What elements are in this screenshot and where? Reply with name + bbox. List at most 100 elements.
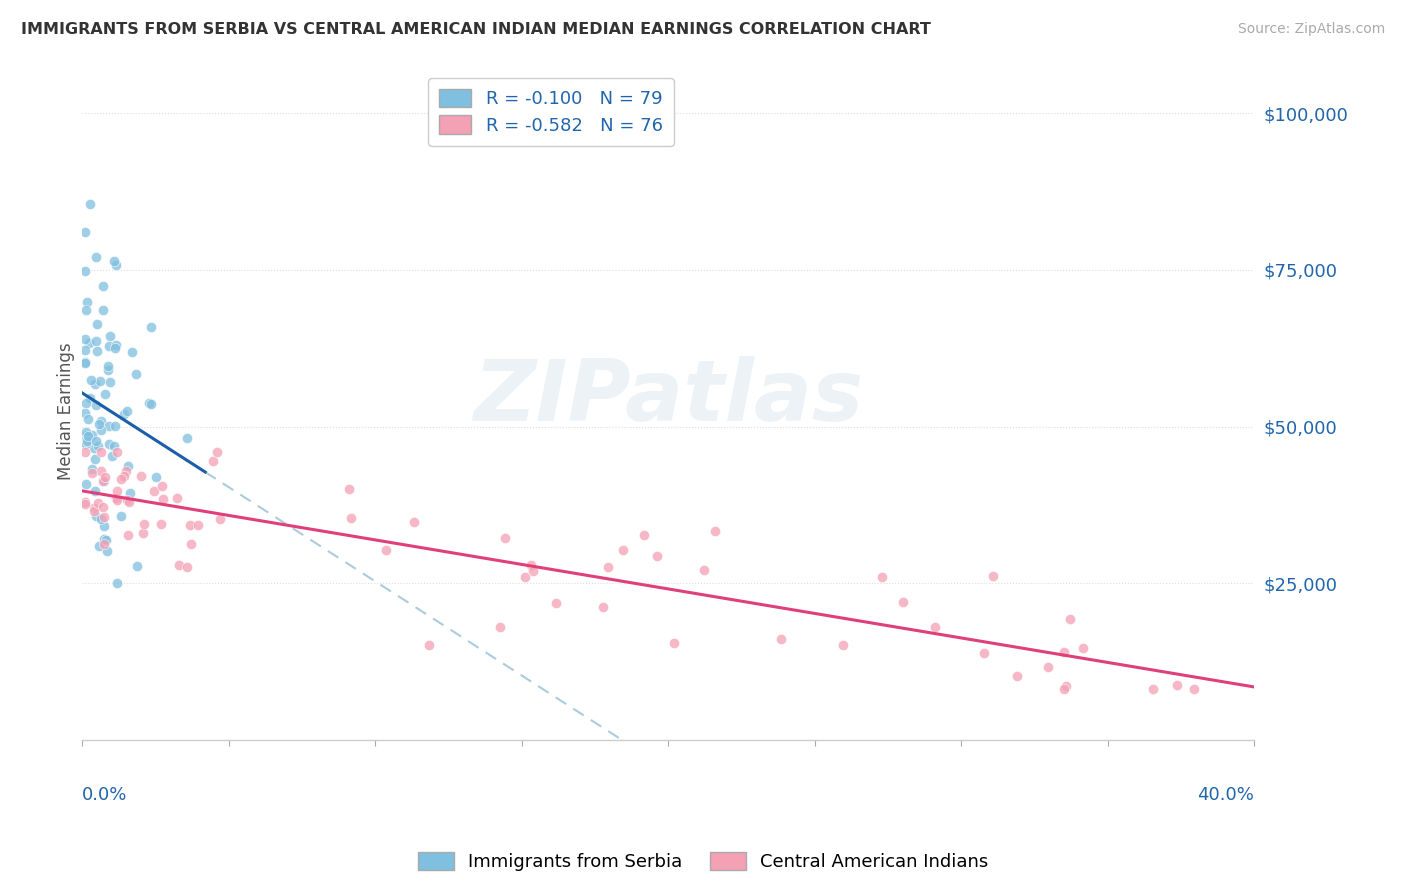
Point xyxy=(612,542,634,557)
Point xyxy=(125,558,148,573)
Point xyxy=(90,463,112,477)
Point xyxy=(110,509,132,524)
Point xyxy=(84,399,107,413)
Point xyxy=(73,405,96,419)
Point xyxy=(83,441,105,455)
Point xyxy=(973,646,995,660)
Point xyxy=(76,434,98,449)
Point xyxy=(112,407,135,421)
Point xyxy=(73,355,96,369)
Point xyxy=(596,559,619,574)
Legend: R = -0.100   N = 79, R = -0.582   N = 76: R = -0.100 N = 79, R = -0.582 N = 76 xyxy=(429,78,673,145)
Point xyxy=(86,439,108,453)
Point xyxy=(97,359,120,374)
Point xyxy=(83,504,105,518)
Point xyxy=(131,468,153,483)
Point xyxy=(91,278,114,293)
Point xyxy=(513,570,536,584)
Point xyxy=(176,432,198,446)
Point xyxy=(1054,679,1077,693)
Point xyxy=(89,374,111,388)
Point xyxy=(494,531,516,545)
Point xyxy=(924,620,946,634)
Point xyxy=(592,600,614,615)
Point xyxy=(105,258,128,272)
Point xyxy=(110,472,132,486)
Point xyxy=(90,413,112,427)
Point xyxy=(115,404,138,418)
Y-axis label: Median Earnings: Median Earnings xyxy=(58,342,75,480)
Point xyxy=(86,343,108,358)
Point xyxy=(105,491,128,505)
Point xyxy=(80,373,103,387)
Point xyxy=(84,434,107,449)
Point xyxy=(166,491,188,505)
Point xyxy=(73,264,96,278)
Point xyxy=(94,533,117,548)
Point xyxy=(145,470,167,484)
Point xyxy=(404,516,426,530)
Point xyxy=(117,494,139,508)
Point xyxy=(103,254,125,268)
Point xyxy=(1142,682,1164,697)
Point xyxy=(75,225,97,239)
Point xyxy=(117,458,139,473)
Point xyxy=(176,560,198,574)
Point xyxy=(180,537,202,551)
Point xyxy=(90,423,112,437)
Point xyxy=(418,638,440,652)
Point xyxy=(187,517,209,532)
Point xyxy=(79,336,101,351)
Point xyxy=(104,342,127,356)
Point xyxy=(120,486,142,500)
Point xyxy=(375,543,398,558)
Point xyxy=(167,558,190,572)
Point xyxy=(1053,682,1076,697)
Point xyxy=(84,334,107,348)
Point xyxy=(1053,645,1076,659)
Point xyxy=(73,444,96,458)
Point xyxy=(89,539,111,553)
Point xyxy=(131,526,153,541)
Point xyxy=(139,397,162,411)
Point xyxy=(75,302,97,317)
Point xyxy=(1059,611,1081,625)
Point xyxy=(117,528,139,542)
Point xyxy=(75,396,97,410)
Point xyxy=(73,332,96,346)
Point xyxy=(93,510,115,524)
Point xyxy=(522,564,544,578)
Point xyxy=(73,495,96,509)
Text: Source: ZipAtlas.com: Source: ZipAtlas.com xyxy=(1237,22,1385,37)
Point xyxy=(94,470,117,484)
Point xyxy=(645,549,668,563)
Point xyxy=(139,320,162,334)
Point xyxy=(337,483,360,497)
Point xyxy=(179,518,201,533)
Text: IMMIGRANTS FROM SERBIA VS CENTRAL AMERICAN INDIAN MEDIAN EARNINGS CORRELATION CH: IMMIGRANTS FROM SERBIA VS CENTRAL AMERIC… xyxy=(21,22,931,37)
Point xyxy=(138,396,160,410)
Point xyxy=(142,484,165,499)
Point xyxy=(75,425,97,439)
Point xyxy=(79,392,101,406)
Point xyxy=(84,250,107,264)
Point xyxy=(981,569,1004,583)
Point xyxy=(79,196,101,211)
Point xyxy=(97,437,120,451)
Point xyxy=(100,329,122,343)
Point xyxy=(112,468,135,483)
Point xyxy=(87,496,110,510)
Point xyxy=(872,570,894,584)
Point xyxy=(93,519,115,533)
Point xyxy=(205,444,228,458)
Point xyxy=(769,632,792,647)
Point xyxy=(544,596,567,610)
Point xyxy=(100,376,122,390)
Point xyxy=(77,429,100,443)
Point xyxy=(1036,660,1059,674)
Point xyxy=(105,576,128,591)
Point xyxy=(79,431,101,445)
Point xyxy=(93,532,115,546)
Point xyxy=(76,294,98,309)
Legend: Immigrants from Serbia, Central American Indians: Immigrants from Serbia, Central American… xyxy=(411,845,995,879)
